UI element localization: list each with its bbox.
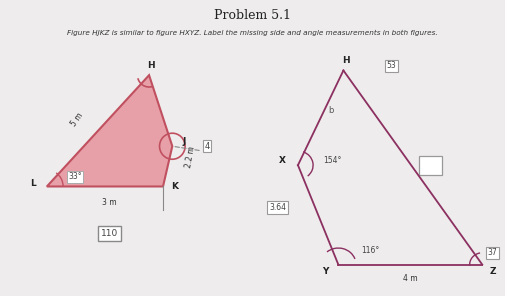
Text: Figure HJKZ is similar to figure HXYZ. Label the missing side and angle measurem: Figure HJKZ is similar to figure HXYZ. L… [67,30,438,36]
Text: 4: 4 [205,141,210,151]
Text: 5 m: 5 m [69,111,85,128]
Text: 33°: 33° [68,172,81,181]
Text: J: J [182,137,186,146]
Text: 116°: 116° [361,246,379,255]
Text: 37: 37 [487,248,497,257]
Text: X: X [279,156,286,165]
Text: L: L [30,179,36,189]
Text: 2.2 m: 2.2 m [185,146,197,168]
Polygon shape [47,75,172,186]
Text: 3.64: 3.64 [269,203,286,212]
Text: b: b [328,106,333,115]
Text: 3 m: 3 m [103,198,117,207]
Text: H: H [342,56,350,65]
Text: 53: 53 [386,61,396,70]
Text: 110: 110 [101,229,118,238]
Text: 4 m: 4 m [403,274,418,283]
Text: H: H [147,61,155,70]
Text: Problem 5.1: Problem 5.1 [214,9,291,22]
Text: Y: Y [323,267,329,276]
Bar [419,156,442,175]
Text: K: K [171,182,178,191]
Text: Z: Z [489,267,495,276]
Text: 154°: 154° [323,156,341,165]
